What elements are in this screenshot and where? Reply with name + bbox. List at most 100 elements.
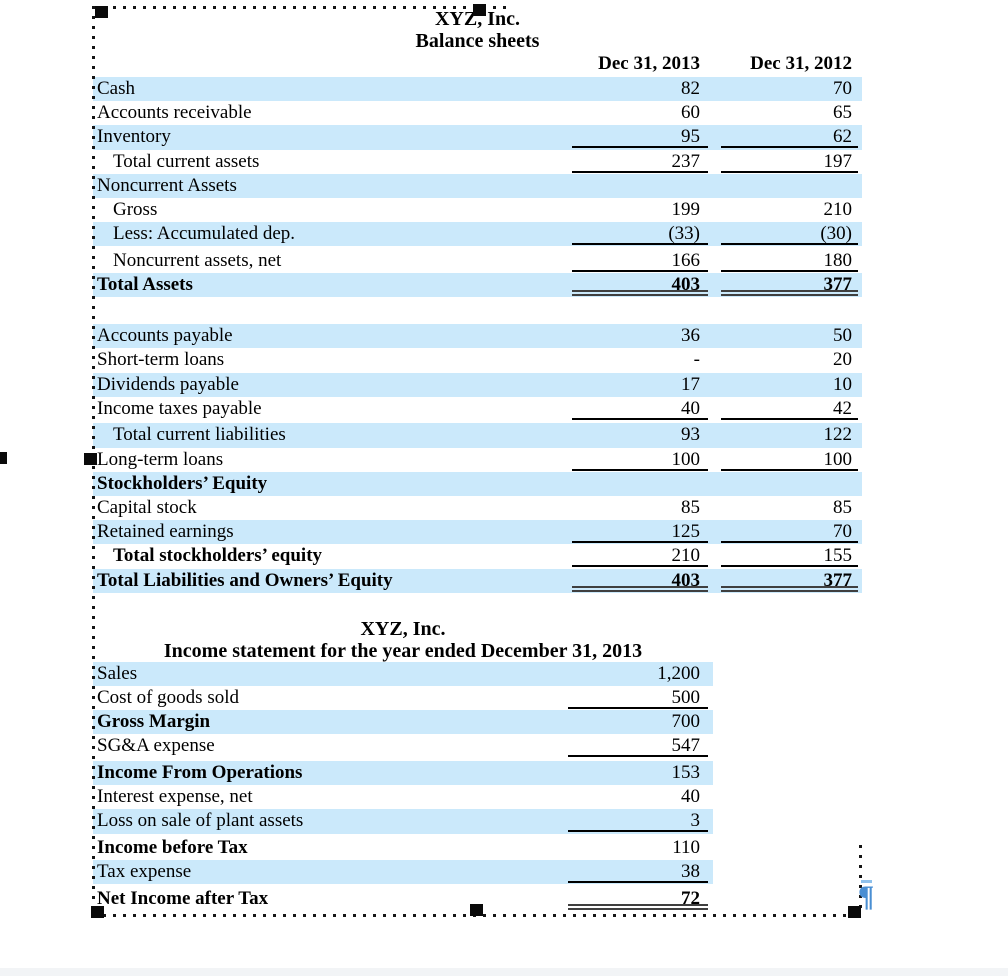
value-2012: 377 [721, 273, 858, 296]
value-2013: 210 [572, 544, 708, 568]
table-row: Income before Tax 110 [93, 836, 713, 860]
value-2013: (33) [572, 222, 708, 246]
table-row: Net Income after Tax 72 [93, 887, 713, 911]
row-label: Net Income after Tax [97, 887, 269, 909]
balance-sheet-column-headers: Dec 31, 2013 Dec 31, 2012 [93, 52, 862, 77]
table-row: Total current liabilities 93 122 [93, 423, 862, 448]
table-spacer [93, 297, 862, 324]
value-2013: 403 [572, 569, 708, 592]
row-label: Tax expense [97, 861, 192, 883]
value-2013: 85 [681, 497, 700, 518]
selection-handle-bottom-right[interactable] [848, 906, 861, 918]
row-label: Short-term loans [97, 349, 225, 371]
income-statement-title: Income statement for the year ended Dece… [163, 639, 643, 662]
value-2012: 62 [721, 125, 858, 149]
selection-border-top[interactable] [93, 6, 510, 9]
row-label: Total Assets [97, 274, 193, 295]
value-2013: 199 [671, 198, 701, 220]
balance-sheet-company: XYZ, Inc. [434, 8, 520, 30]
table-row: Sales 1,200 [93, 661, 713, 686]
table-row: Less: Accumulated dep. (33) (30) [93, 222, 862, 247]
table-row: Noncurrent Assets [93, 173, 862, 198]
row-label: Total current assets [113, 150, 260, 172]
value: 40 [681, 786, 700, 808]
value-2012: (30) [721, 222, 858, 246]
value-2012: 70 [721, 520, 858, 544]
value-2013: - [693, 349, 700, 371]
value-2013: 95 [572, 125, 708, 149]
value-2013: 82 [681, 78, 700, 99]
selection-handle-left-middle[interactable] [84, 453, 97, 465]
row-label: Sales [97, 662, 138, 684]
table-row: Gross 199 210 [93, 198, 862, 222]
row-label: Noncurrent Assets [97, 174, 237, 196]
row-label: Long-term loans [97, 448, 224, 470]
selection-handle-left-edge[interactable] [0, 452, 7, 464]
value-2013: 93 [681, 424, 700, 446]
value-2012: 50 [833, 325, 852, 347]
balance-sheet-rows: Cash 82 70 Accounts receivable 60 65 Inventory… [93, 77, 862, 593]
value-2012: 100 [721, 448, 858, 471]
table-row: Cash 82 70 [93, 77, 862, 102]
value-2012: 65 [833, 102, 852, 124]
table-row: Inventory 95 62 [93, 125, 862, 150]
pilcrow-top-bar [861, 880, 872, 883]
row-label: Capital stock [97, 497, 197, 518]
selection-handle-bottom-left[interactable] [91, 906, 104, 918]
selection-handle-bottom-middle[interactable] [470, 904, 483, 916]
row-label: Accounts payable [97, 325, 233, 347]
table-row: Accounts payable 36 50 [93, 324, 862, 349]
row-label: Dividends payable [97, 373, 239, 395]
value-2013: 125 [572, 520, 708, 544]
selection-handle-top-left[interactable] [95, 6, 108, 18]
value-2012: 85 [833, 497, 852, 518]
value-2012: 20 [833, 349, 852, 371]
pilcrow-mark: ¶ [858, 880, 875, 913]
value: 38 [568, 860, 708, 884]
section-spacer [93, 593, 862, 618]
table-row: SG&A expense 547 [93, 734, 713, 758]
value-2013: 100 [572, 448, 708, 471]
table-row: Interest expense, net 40 [93, 785, 713, 809]
value-2013: 40 [572, 397, 708, 420]
value-2013: 237 [572, 150, 708, 173]
row-label: Accounts receivable [97, 102, 252, 124]
value-2012: 377 [721, 569, 858, 592]
column-header-2013: Dec 31, 2013 [598, 53, 700, 74]
selection-handle-top-middle[interactable] [473, 4, 486, 16]
table-row: Capital stock 85 85 [93, 496, 862, 520]
value-2013: 36 [681, 325, 700, 347]
row-label: Gross [113, 198, 158, 220]
value-2012: 210 [823, 198, 853, 220]
value-2012: 122 [823, 424, 853, 446]
row-label: Income taxes payable [97, 397, 262, 419]
row-label: Gross Margin [97, 711, 211, 733]
table-row: Dividends payable 17 10 [93, 372, 862, 397]
value-2013: 166 [572, 249, 708, 272]
row-label: Less: Accumulated dep. [113, 223, 296, 245]
row-label: Noncurrent assets, net [113, 249, 282, 271]
table-row: Total current assets 237 197 [93, 150, 862, 174]
value: 110 [672, 837, 700, 859]
table-row: Long-term loans 100 100 [93, 448, 862, 472]
table-row: Tax expense 38 [93, 860, 713, 885]
value: 1,200 [657, 662, 700, 684]
table-row: Total Assets 403 377 [93, 273, 862, 298]
table-row: Noncurrent assets, net 166 180 [93, 249, 862, 273]
table-row: Retained earnings 125 70 [93, 520, 862, 545]
value: 700 [671, 711, 701, 733]
value: 3 [568, 809, 708, 833]
selection-border-right[interactable] [859, 845, 862, 915]
table-row: Loss on sale of plant assets 3 [93, 809, 713, 834]
bottom-edge-strip [0, 968, 1008, 976]
table-row: Total Liabilities and Owners’ Equity 403 3… [93, 568, 862, 593]
row-label: Income From Operations [97, 762, 303, 783]
value: 72 [568, 887, 708, 910]
row-label: Total current liabilities [113, 424, 286, 446]
table-row: Income taxes payable 40 42 [93, 397, 862, 421]
value-2012: 42 [721, 397, 858, 420]
table-row: Stockholders’ Equity [93, 471, 862, 496]
row-label: Cash [97, 78, 135, 99]
value: 500 [568, 686, 708, 709]
